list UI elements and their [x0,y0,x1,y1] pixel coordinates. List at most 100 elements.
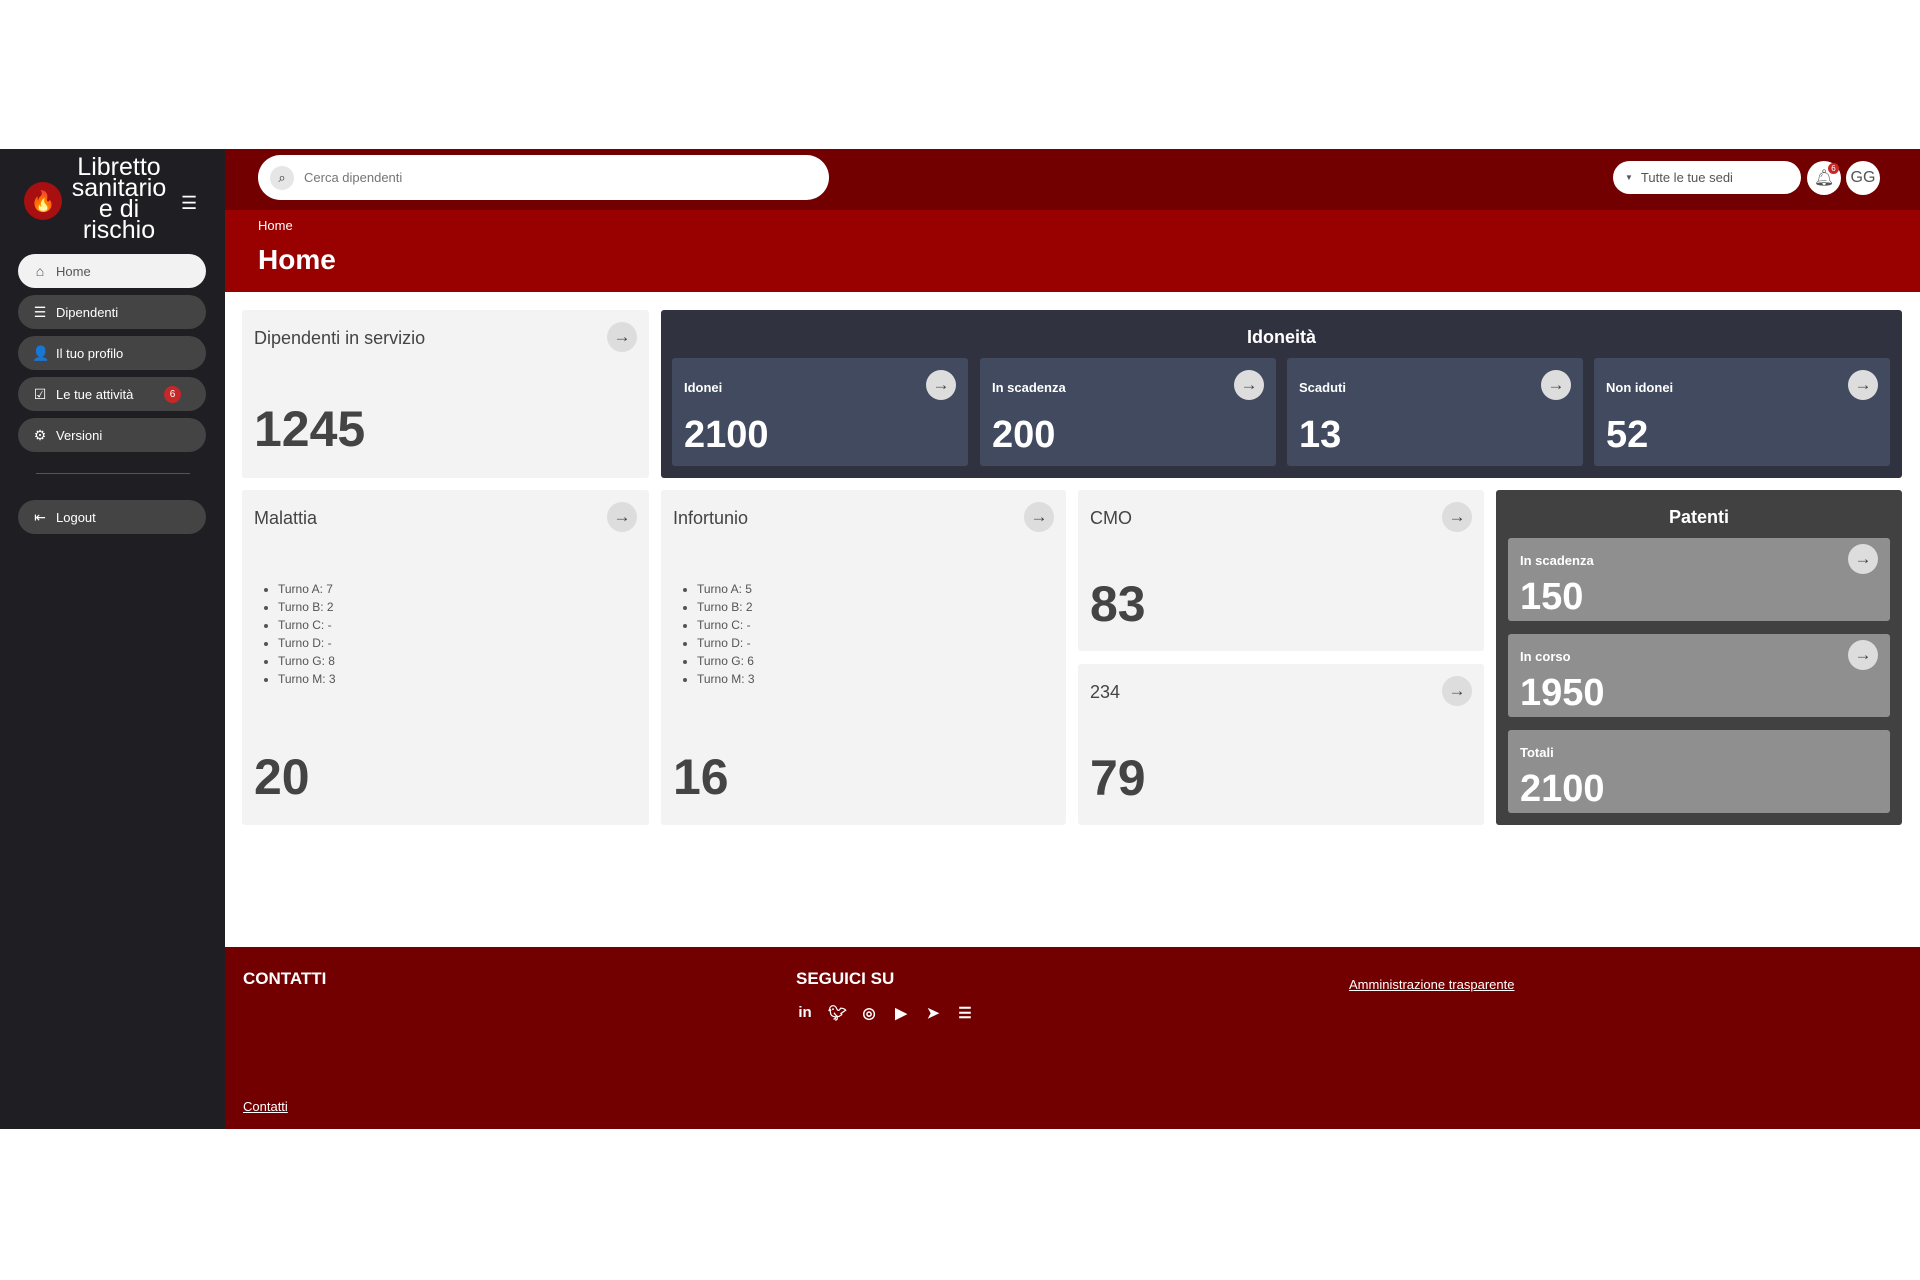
sidebar: 🔥 Libretto sanitario e di rischio ☰ ⌂ Hom… [0,149,225,1129]
card-value: 20 [254,749,310,805]
card-patenti: Patenti In scadenza → 150 In corso → 1950 To… [1496,490,1902,825]
patenti-totali: Totali 2100 [1508,730,1890,813]
turni-list: Turno A: 7 Turno B: 2 Turno C: - Turno D… [278,580,336,688]
card-value: 16 [673,749,729,805]
social-links: in 🐦︎ ◎ ▶ ➤ ☰ [796,1004,974,1022]
arrow-right-icon[interactable]: → [1024,502,1054,532]
top-bar: ⌕ ▼ Tutte le tue sedi 🔔︎6 GG [225,149,1920,210]
page-title: Home [258,244,336,275]
footer: CONTATTI SEGUICI SU in 🐦︎ ◎ ▶ ➤ ☰ Ammini… [225,947,1920,1129]
sidebar-item-label: Versioni [56,427,103,443]
idoneita-scaduti: Scaduti → 13 [1287,358,1583,466]
sub-value: 150 [1520,576,1584,618]
telegram-icon[interactable]: ➤ [926,1005,940,1022]
notifications-button[interactable]: 🔔︎ 6 [1807,161,1841,195]
sidebar-item-attivita[interactable]: ☑ Le tue attività 6 [18,377,206,411]
card-title: Malattia [254,508,318,528]
arrow-right-icon[interactable]: → [1442,676,1472,706]
instagram-icon[interactable]: ◎ [862,1005,876,1022]
arrow-right-icon[interactable]: → [607,322,637,352]
caret-down-icon: ▼ [1625,173,1633,182]
logout-label: Logout [56,509,96,525]
card-infortunio: Infortunio → Turno A: 5 Turno B: 2 Turno… [661,490,1066,825]
rss-icon[interactable]: ☰ [958,1005,972,1022]
sidebar-item-dipendenti[interactable]: ☰ Dipendenti [18,295,206,329]
avatar[interactable]: GG [1846,161,1880,195]
sidebar-divider [36,473,190,474]
search-input[interactable] [304,170,804,185]
list-item: Turno B: 2 [278,598,336,616]
idoneita-non-idonei: Non idonei → 52 [1594,358,1890,466]
list-item: Turno C: - [697,616,755,634]
contatti-link[interactable]: Contatti [243,1099,288,1114]
sub-title: In scadenza [1520,553,1594,568]
list-item: Turno B: 2 [697,598,755,616]
sub-value: 52 [1606,414,1649,456]
youtube-icon[interactable]: ▶ [895,1005,907,1022]
amministrazione-trasparente-link[interactable]: Amministrazione trasparente [1349,977,1515,992]
list-item: Turno D: - [697,634,755,652]
page-header: Home Home [225,210,1920,292]
linkedin-icon[interactable]: in [798,1004,812,1021]
card-dipendenti-servizio: Dipendenti in servizio → 1245 [242,310,649,478]
list-icon: ☰ [33,303,47,320]
card-234: 234 → 79 [1078,664,1484,825]
sedi-select[interactable]: ▼ Tutte le tue sedi [1613,161,1801,194]
sub-title: Scaduti [1299,380,1346,395]
card-title: Idoneità [1246,327,1316,347]
notification-badge: 6 [1828,163,1839,174]
arrow-right-icon[interactable]: → [1848,370,1878,400]
card-title: Patenti [1668,507,1729,527]
sub-title: Non idonei [1606,380,1674,395]
sidebar-item-profilo[interactable]: 👤 Il tuo profilo [18,336,206,370]
sidebar-item-label: Dipendenti [56,304,119,320]
list-item: Turno G: 6 [697,652,755,670]
sub-title: In corso [1520,649,1571,664]
breadcrumb[interactable]: Home [258,218,293,233]
hamburger-menu-icon[interactable]: ☰ [181,193,198,213]
arrow-right-icon[interactable]: → [1541,370,1571,400]
list-item: Turno M: 3 [278,670,336,688]
user-icon: 👤 [32,344,50,361]
app: 🔥 Libretto sanitario e di rischio ☰ ⌂ Hom… [0,149,1920,1129]
attivita-badge: 6 [164,386,181,403]
footer-seguici-title: SEGUICI SU [796,969,895,988]
logout-icon: ⇤ [34,508,46,525]
search-icon[interactable]: ⌕ [270,165,294,190]
logout-button[interactable]: ⇤ Logout [18,500,206,534]
twitter-icon[interactable]: 🐦︎ [828,1005,848,1022]
footer-contatti-title: CONTATTI [243,969,327,988]
gear-icon: ⚙ [33,426,47,443]
logo-flame-icon: 🔥 [24,182,62,220]
list-item: Turno A: 5 [697,580,755,598]
card-cmo: CMO → 83 [1078,490,1484,651]
search-bar[interactable]: ⌕ [258,155,829,200]
sub-title: In scadenza [992,380,1066,395]
idoneita-idonei: Idonei → 2100 [672,358,968,466]
card-value: 79 [1090,750,1146,806]
arrow-right-icon[interactable]: → [926,370,956,400]
bell-icon: 🔔︎ [1813,170,1835,187]
arrow-right-icon[interactable]: → [1442,502,1472,532]
sub-title: Idonei [684,380,723,395]
card-title: Dipendenti in servizio [254,328,426,348]
arrow-right-icon[interactable]: → [607,502,637,532]
sidebar-item-versioni[interactable]: ⚙ Versioni [18,418,206,452]
arrow-right-icon[interactable]: → [1234,370,1264,400]
arrow-right-icon[interactable]: → [1848,640,1878,670]
sub-value: 200 [992,414,1056,456]
app-title: Libretto sanitario e di rischio [71,153,167,244]
card-value: 1245 [254,401,366,457]
sedi-value: Tutte le tue sedi [1640,170,1733,185]
card-malattia: Malattia → Turno A: 7 Turno B: 2 Turno C… [242,490,649,825]
sub-value: 13 [1299,414,1342,456]
list-item: Turno G: 8 [278,652,336,670]
card-title: CMO [1090,508,1132,528]
card-title: Infortunio [673,508,749,528]
idoneita-in-scadenza: In scadenza → 200 [980,358,1276,466]
card-title: 234 [1090,682,1121,702]
sidebar-item-home[interactable]: ⌂ Home [18,254,206,288]
arrow-right-icon[interactable]: → [1848,544,1878,574]
turni-list: Turno A: 5 Turno B: 2 Turno C: - Turno D… [697,580,755,688]
card-idoneita: Idoneità Idonei → 2100 In scadenza → 200 Sca… [661,310,1902,478]
